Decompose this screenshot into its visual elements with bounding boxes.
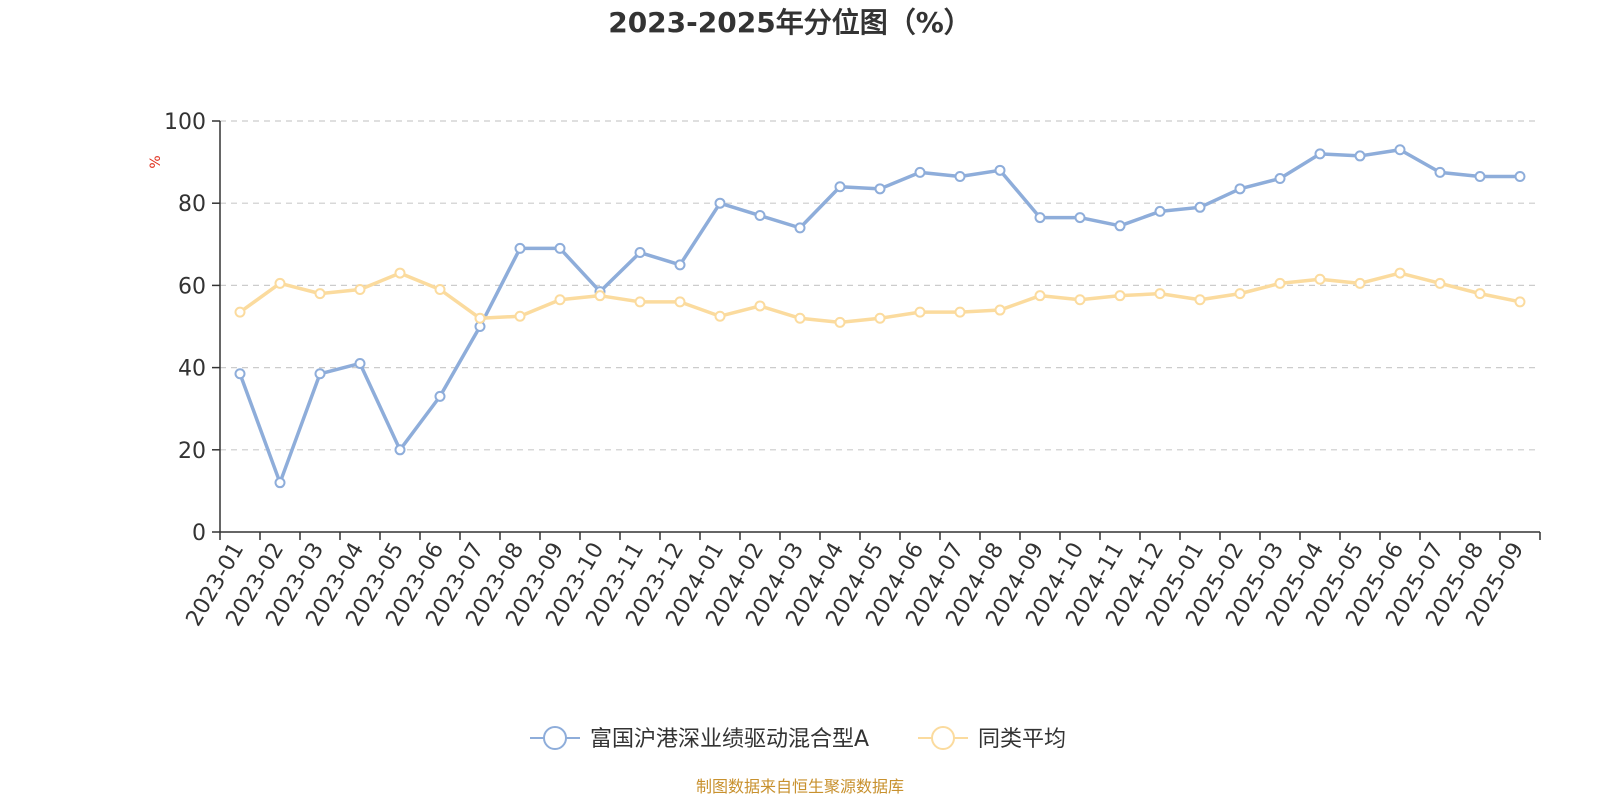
data-point[interactable] [474, 312, 486, 324]
data-point[interactable] [1314, 148, 1326, 160]
data-point[interactable] [354, 357, 366, 369]
data-point[interactable] [834, 316, 846, 328]
data-point[interactable] [394, 267, 406, 279]
data-point[interactable] [394, 444, 406, 456]
data-point[interactable] [674, 296, 686, 308]
data-point[interactable] [314, 288, 326, 300]
data-point[interactable] [514, 310, 526, 322]
y-tick-label: 100 [164, 110, 206, 135]
y-tick-label: 0 [192, 521, 206, 546]
grid-lines [220, 120, 1540, 451]
data-point[interactable] [874, 312, 886, 324]
y-tick-labels: 0 20 40 60 80 100 [164, 110, 206, 546]
legend-label: 同类平均 [978, 727, 1066, 752]
y-axis-label: % [148, 155, 164, 168]
data-point[interactable] [554, 294, 566, 306]
data-point[interactable] [1034, 290, 1046, 302]
data-point[interactable] [1034, 212, 1046, 224]
data-point[interactable] [274, 477, 286, 489]
data-point[interactable] [714, 197, 726, 209]
legend-item-1[interactable]: 同类平均 [918, 726, 1066, 752]
legend-marker-icon [931, 726, 955, 750]
data-point[interactable] [514, 242, 526, 254]
data-point[interactable] [1114, 220, 1126, 232]
data-point[interactable] [994, 304, 1006, 316]
legend-item-0[interactable]: 富国沪港深业绩驱动混合型A [530, 726, 869, 752]
series-group [234, 144, 1526, 489]
series-1 [234, 267, 1526, 328]
data-point[interactable] [274, 277, 286, 289]
data-point[interactable] [1434, 166, 1446, 178]
data-point[interactable] [1474, 288, 1486, 300]
data-point[interactable] [754, 210, 766, 222]
data-point[interactable] [1194, 294, 1206, 306]
data-point[interactable] [954, 306, 966, 318]
legend-label: 富国沪港深业绩驱动混合型A [590, 727, 869, 752]
data-point[interactable] [714, 310, 726, 322]
data-point[interactable] [314, 368, 326, 380]
data-point[interactable] [794, 312, 806, 324]
data-point[interactable] [874, 183, 886, 195]
data-point[interactable] [1234, 288, 1246, 300]
data-point[interactable] [234, 306, 246, 318]
y-tick-label: 40 [178, 357, 206, 382]
data-point[interactable] [354, 284, 366, 296]
data-point[interactable] [1234, 183, 1246, 195]
data-point[interactable] [1314, 273, 1326, 285]
data-point[interactable] [1114, 290, 1126, 302]
data-point[interactable] [234, 368, 246, 380]
data-point[interactable] [1274, 277, 1286, 289]
data-point[interactable] [594, 290, 606, 302]
data-point[interactable] [674, 259, 686, 271]
data-point[interactable] [1074, 212, 1086, 224]
data-point[interactable] [834, 181, 846, 193]
data-point[interactable] [994, 164, 1006, 176]
data-point[interactable] [634, 296, 646, 308]
axes [212, 120, 1541, 540]
data-point[interactable] [1514, 170, 1526, 182]
legend: 富国沪港深业绩驱动混合型A 同类平均 [530, 726, 1066, 752]
data-point[interactable] [1354, 277, 1366, 289]
data-point[interactable] [1434, 277, 1446, 289]
data-point[interactable] [1354, 150, 1366, 162]
data-point[interactable] [434, 284, 446, 296]
data-point[interactable] [1194, 201, 1206, 213]
data-point[interactable] [1474, 170, 1486, 182]
y-tick-label: 80 [178, 192, 206, 217]
data-point[interactable] [1154, 288, 1166, 300]
data-point[interactable] [1394, 144, 1406, 156]
data-point[interactable] [1274, 173, 1286, 185]
data-point[interactable] [634, 247, 646, 259]
legend-marker-icon [543, 726, 567, 750]
data-point[interactable] [1154, 205, 1166, 217]
data-point[interactable] [1514, 296, 1526, 308]
data-point[interactable] [434, 390, 446, 402]
data-point[interactable] [1394, 267, 1406, 279]
data-point[interactable] [554, 242, 566, 254]
y-tick-label: 60 [178, 274, 206, 299]
source-note: 制图数据来自恒生聚源数据库 [696, 777, 904, 796]
data-point[interactable] [914, 306, 926, 318]
data-point[interactable] [794, 222, 806, 234]
y-tick-label: 20 [178, 439, 206, 464]
data-point[interactable] [754, 300, 766, 312]
x-tick-labels: 2023-012023-022023-032023-042023-052023-… [182, 539, 1530, 631]
data-point[interactable] [1074, 294, 1086, 306]
chart-title: 2023-2025年分位图（%） [608, 6, 972, 39]
series-0 [234, 144, 1526, 489]
data-point[interactable] [954, 170, 966, 182]
data-point[interactable] [914, 166, 926, 178]
